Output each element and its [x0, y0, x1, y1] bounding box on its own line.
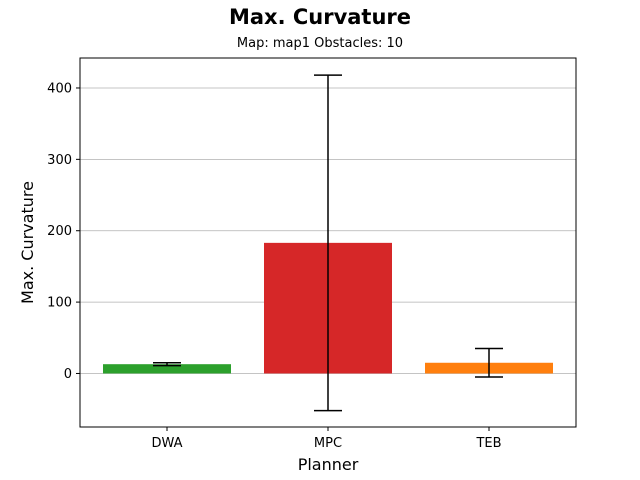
chart-title: Max. Curvature [228, 5, 412, 29]
chart-subtitle: Map: map1 Obstacles: 10 [236, 36, 404, 51]
y-axis-label: Max. Curvature [18, 181, 37, 304]
y-tick-label: 100 [47, 296, 72, 311]
y-tick-label: 300 [47, 153, 72, 168]
x-axis-label: Planner [298, 455, 359, 474]
bar-dwa [103, 364, 231, 374]
y-tick-label: 200 [47, 224, 72, 239]
x-tick-label-mpc: MPC [314, 436, 342, 451]
y-tick-label: 0 [64, 367, 72, 382]
x-tick-label-teb: TEB [475, 436, 501, 451]
y-tick-label: 400 [47, 81, 72, 96]
x-tick-label-dwa: DWA [151, 436, 182, 451]
